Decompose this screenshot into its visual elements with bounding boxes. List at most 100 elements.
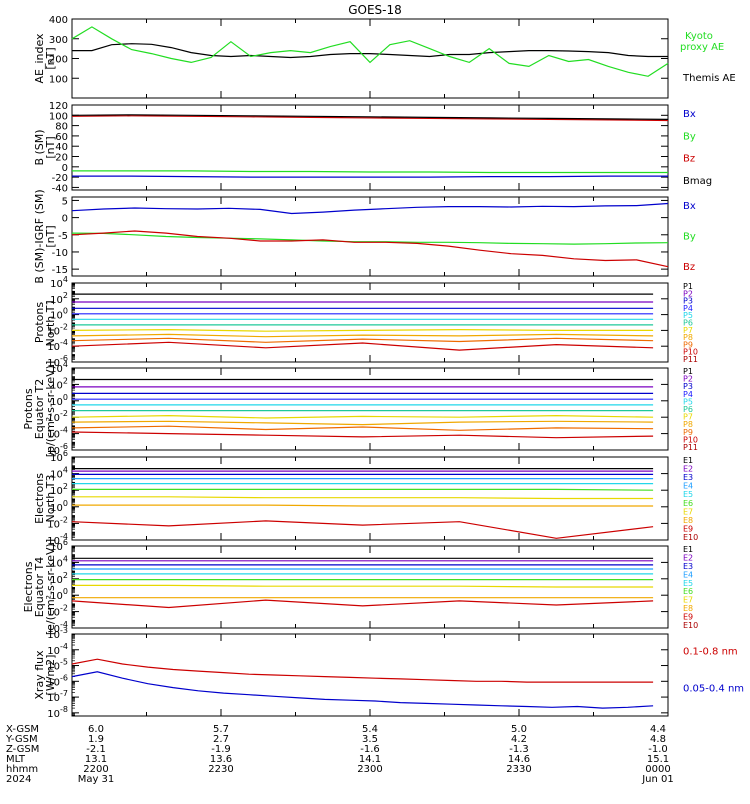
- legend-entry: E8: [683, 516, 693, 525]
- legend-entry: P5: [683, 311, 693, 320]
- series-line-kyoto-proxy-ae: [71, 26, 669, 77]
- x-tick-label: 3.5: [362, 734, 378, 745]
- legend-entry: By: [683, 232, 696, 243]
- series-line-p9: [71, 337, 654, 343]
- y-tick-label: -15: [52, 265, 68, 276]
- y-tick-label: 5: [62, 196, 68, 207]
- series-line-bz: [71, 230, 669, 268]
- series-line-bx: [72, 175, 668, 178]
- legend-entry: P4: [683, 304, 693, 313]
- x-tick-label: 2200: [83, 764, 108, 775]
- legend-entry: P10: [683, 348, 698, 357]
- series-line-0-1-0-8-nm: [71, 658, 654, 683]
- series-line-bmag: [71, 114, 669, 120]
- x-tick-label: 2230: [208, 764, 233, 775]
- panel-frame: [71, 18, 669, 99]
- legend-entry: P7: [683, 413, 693, 422]
- legend-entry: P6: [683, 405, 693, 414]
- legend-entry: E6: [683, 587, 693, 596]
- x-tick-label: -1.3: [509, 744, 529, 755]
- y-axis-label: [nT]: [44, 136, 57, 158]
- x-tick-label: 5.7: [213, 724, 229, 735]
- legend-entry: E2: [683, 465, 693, 474]
- legend-entry: E5: [683, 579, 693, 588]
- x-row-label: hhmm: [6, 764, 38, 775]
- legend-entry: Bmag: [683, 176, 712, 187]
- series-line-p10: [71, 341, 654, 351]
- y-axis-label: B (SM)-IGRF (SM): [33, 189, 46, 283]
- legend-entry: P1: [683, 282, 693, 291]
- legend-entry: 0.1-0.8 nm: [683, 647, 738, 658]
- series-line-e6: [72, 488, 654, 491]
- legend-entry: Bz: [683, 262, 695, 273]
- x-row-label: Y-GSM: [5, 734, 38, 745]
- y-axis-label: [W/m2]: [44, 655, 57, 696]
- y-axis-label: North T1: [44, 299, 57, 347]
- legend-entry: proxy AE: [680, 42, 724, 53]
- x-tick-label: 4.4: [650, 724, 666, 735]
- y-axis-label: Equator T4: [33, 557, 46, 617]
- series-line-e7: [72, 584, 654, 588]
- legend-entry: P4: [683, 390, 693, 399]
- x-row-label: Z-GSM: [6, 744, 39, 755]
- y-axis-label: Protons: [33, 302, 46, 343]
- x-row-label: X-GSM: [6, 724, 39, 735]
- x-tick-label: 2330: [506, 764, 531, 775]
- x-tick-label: 5.4: [362, 724, 378, 735]
- x-tick-label: -2.1: [86, 744, 106, 755]
- x-row-label: 2024: [6, 774, 31, 785]
- y-tick-label: 400: [49, 15, 68, 26]
- x-row-label: MLT: [6, 754, 26, 765]
- series-line-p8: [71, 333, 654, 338]
- series-line-p7: [71, 328, 654, 332]
- y-tick-label: 100: [49, 111, 68, 122]
- legend-entry: E9: [683, 524, 693, 533]
- y-tick-label: 120: [49, 101, 68, 112]
- legend-entry: E2: [683, 553, 693, 562]
- legend-entry: E7: [683, 507, 693, 516]
- legend-entry: P5: [683, 397, 693, 406]
- x-tick-label: 2.7: [213, 734, 229, 745]
- legend-entry: By: [683, 131, 696, 142]
- y-tick-label: 20: [55, 153, 68, 164]
- x-tick-label: 15.1: [647, 754, 669, 765]
- y-tick-label: 0: [62, 163, 68, 174]
- legend-entry: E1: [683, 456, 693, 465]
- x-tick-label: 13.1: [85, 754, 107, 765]
- x-tick-label: 0000: [645, 764, 670, 775]
- legend-entry: P11: [683, 443, 698, 452]
- series-line-p10: [71, 431, 654, 439]
- y-axis-label: [p/(cm²-s-sr-keV)]: [44, 361, 57, 458]
- x-tick-label: 14.1: [359, 754, 381, 765]
- y-tick-label: -10: [52, 248, 68, 259]
- panel-3: -15 -10 -5 0 5 B (SM)-IGRF (SM)[nT] Bx By Bz: [33, 189, 696, 283]
- series-line-e9: [71, 520, 654, 539]
- legend-entry: P8: [683, 333, 693, 342]
- y-axis-label: [nT]: [44, 225, 57, 247]
- legend-entry: P9: [683, 428, 693, 437]
- y-axis-label: AE_index: [33, 33, 46, 84]
- series-line-bz: [71, 115, 669, 122]
- legend-entry: Themis AE: [682, 73, 736, 84]
- y-axis-label: [e/(cm²-s-sr-keV)]: [44, 539, 57, 635]
- legend-entry: E6: [683, 499, 693, 508]
- y-tick-label: 40: [55, 142, 68, 153]
- legend-entry: E4: [683, 482, 693, 491]
- y-axis-label: [nT]: [44, 47, 57, 69]
- legend-entry: P7: [683, 326, 693, 335]
- x-tick-label: 4.2: [511, 734, 527, 745]
- y-axis-label: Equator T2: [33, 379, 46, 439]
- y-axis-label: North T3: [44, 475, 57, 523]
- legend-entry: P1: [683, 367, 693, 376]
- y-axis-label: Protons: [22, 388, 35, 429]
- y-tick-label: 10-8: [47, 705, 68, 720]
- x-tick-label: -1.6: [360, 744, 380, 755]
- y-tick-label: 60: [55, 132, 68, 143]
- legend-entry: E4: [683, 570, 693, 579]
- legend-entry: P3: [683, 297, 693, 306]
- series-line-by: [72, 170, 668, 174]
